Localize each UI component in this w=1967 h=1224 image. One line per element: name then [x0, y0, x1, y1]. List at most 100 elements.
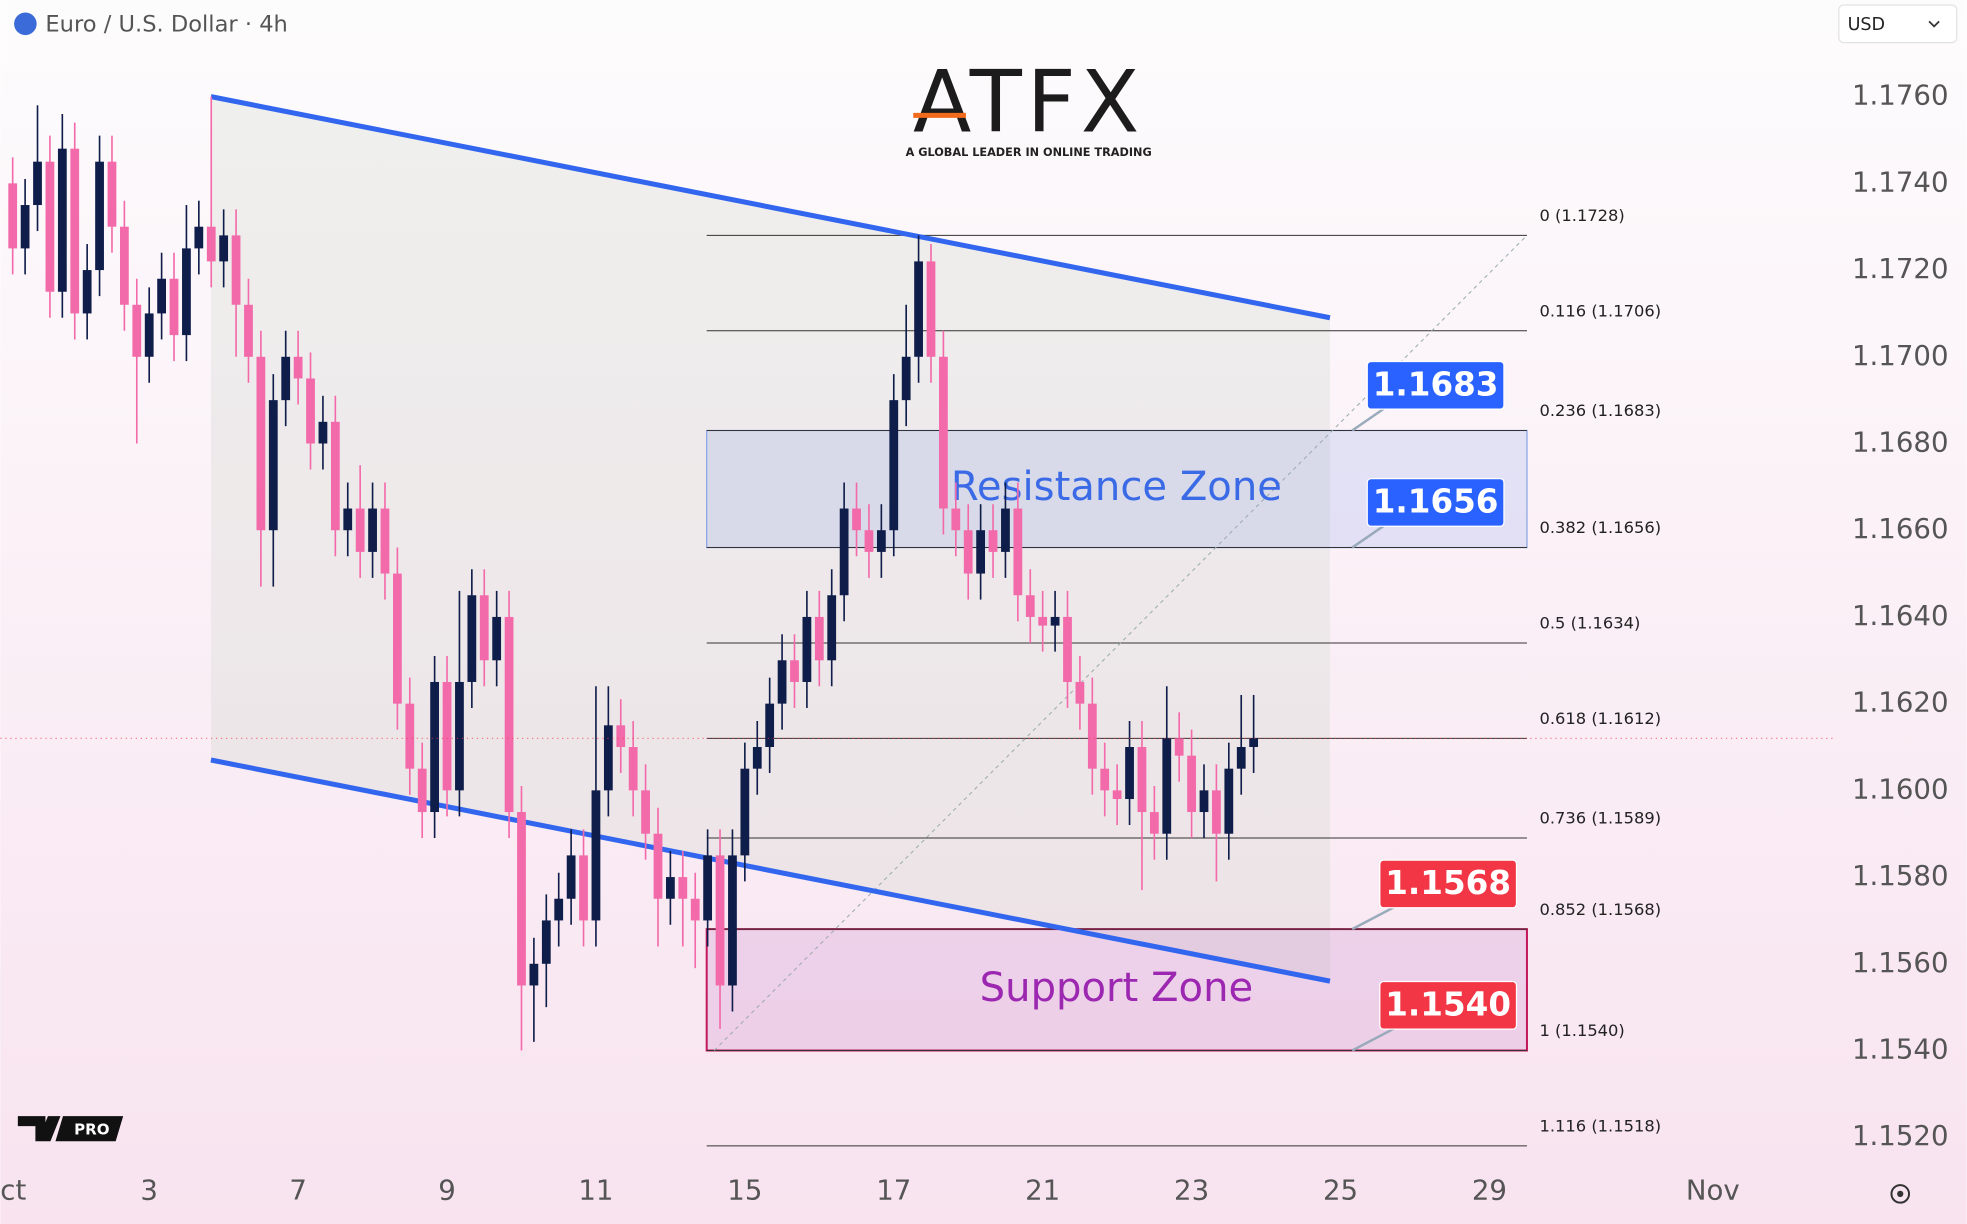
candle-body: [666, 877, 675, 899]
candle-body: [529, 963, 539, 986]
settings-icon[interactable]: [1890, 1184, 1911, 1204]
candle-body: [45, 161, 55, 292]
fib-label: 0.736 (1.1589): [1539, 809, 1661, 828]
candle-body: [1212, 790, 1221, 834]
candle-body: [380, 508, 390, 574]
candle-body: [541, 920, 551, 964]
candle-body: [1149, 812, 1159, 834]
candle-body: [814, 616, 824, 661]
candle-body: [8, 183, 18, 249]
gear[interactable]: [1890, 1184, 1911, 1204]
candle-body: [231, 235, 241, 305]
fib-label: 0.116 (1.1706): [1539, 301, 1661, 320]
x-tick-label: ct: [0, 1173, 26, 1206]
fib-label: 0.618 (1.1612): [1539, 709, 1661, 728]
candle-body: [244, 304, 253, 357]
x-tick-label: 29: [1472, 1173, 1507, 1206]
currency-label[interactable]: USD: [1848, 15, 1886, 35]
candle-body: [1075, 681, 1085, 704]
gear-center[interactable]: [1897, 1190, 1904, 1198]
x-tick-label: 23: [1174, 1173, 1209, 1206]
zone-label: Resistance Zone: [951, 464, 1282, 510]
y-tick-label: 1.1700: [1852, 339, 1949, 372]
x-tick-label: 17: [876, 1173, 911, 1206]
candle-body: [107, 161, 117, 227]
y-tick-label: 1.1680: [1852, 425, 1949, 458]
candle-body: [752, 746, 762, 769]
candle-body: [1187, 755, 1196, 813]
channel-line: [210, 94, 1331, 321]
candle-body: [1013, 508, 1023, 596]
candle-body: [330, 421, 340, 531]
candle-body: [82, 270, 92, 314]
candle-body: [517, 812, 526, 986]
x-tick-label: 25: [1323, 1173, 1358, 1206]
symbol-title: Euro / U.S. Dollar · 4h: [45, 12, 287, 38]
candle-body: [157, 278, 166, 314]
candle-body: [405, 703, 415, 769]
candle-body: [777, 660, 787, 704]
candle-body: [33, 161, 42, 206]
currency-select[interactable]: USD: [1838, 4, 1958, 44]
y-tick-label: 1.1760: [1852, 79, 1949, 112]
candle-body: [1087, 703, 1097, 769]
candle-body: [1162, 738, 1172, 834]
currency-box[interactable]: [1838, 4, 1958, 44]
candle-body: [20, 205, 30, 249]
price-tag: [1366, 360, 1505, 410]
candle-body: [1063, 616, 1072, 682]
x-tick-label: 9: [438, 1173, 456, 1206]
fib-label: 0.852 (1.1568): [1539, 900, 1661, 919]
candle-body: [306, 378, 315, 444]
y-tick-label: 1.1620: [1852, 686, 1949, 719]
candle-body: [1001, 508, 1010, 552]
candle-body: [1236, 746, 1246, 769]
x-tick-label: 21: [1025, 1173, 1060, 1206]
candle-body: [1125, 746, 1134, 800]
candle-body: [790, 660, 799, 682]
candle-body: [95, 161, 104, 271]
y-tick-label: 1.1740: [1852, 165, 1949, 198]
candle-body: [318, 421, 328, 444]
candle-body: [976, 530, 986, 574]
tv-logo: PRO: [17, 1116, 124, 1142]
candle-body: [219, 235, 229, 262]
x-tick-label: 11: [578, 1173, 613, 1206]
channel-fill: [210, 96, 1330, 982]
y-tick-label: 1.1640: [1852, 599, 1949, 632]
symbol-flag: [14, 12, 37, 36]
fib-label: 1 (1.1540): [1539, 1021, 1624, 1040]
candle-body: [479, 595, 489, 661]
candle-body: [256, 356, 266, 531]
candle-body: [876, 530, 886, 552]
x-tick-label: 3: [140, 1173, 158, 1206]
candle-body: [765, 703, 775, 747]
candle-body: [194, 226, 204, 249]
candle-body: [467, 595, 477, 682]
candle-body: [1249, 738, 1259, 747]
candle-body: [864, 530, 874, 552]
candle-body: [703, 855, 713, 921]
candle-body: [1025, 595, 1035, 617]
candle-body: [579, 855, 588, 921]
price-tag: [1379, 980, 1518, 1030]
tv-mark: [17, 1116, 61, 1142]
candle-body: [616, 725, 626, 747]
candle-body: [740, 768, 750, 856]
y-tick-label: 1.1660: [1852, 512, 1949, 545]
candle-body: [715, 855, 725, 986]
candle-body: [417, 768, 427, 813]
candle-body: [728, 855, 737, 986]
candle-body: [1112, 790, 1122, 800]
zone-label: Support Zone: [980, 965, 1254, 1011]
candle-body: [206, 226, 216, 262]
tv-badge: [55, 1116, 124, 1142]
candle-body: [678, 877, 688, 899]
candle-body: [455, 681, 464, 791]
price-tag: [1366, 477, 1505, 527]
candle-body: [119, 226, 129, 305]
candle-body: [1174, 738, 1184, 756]
channel-line: [210, 757, 1331, 984]
